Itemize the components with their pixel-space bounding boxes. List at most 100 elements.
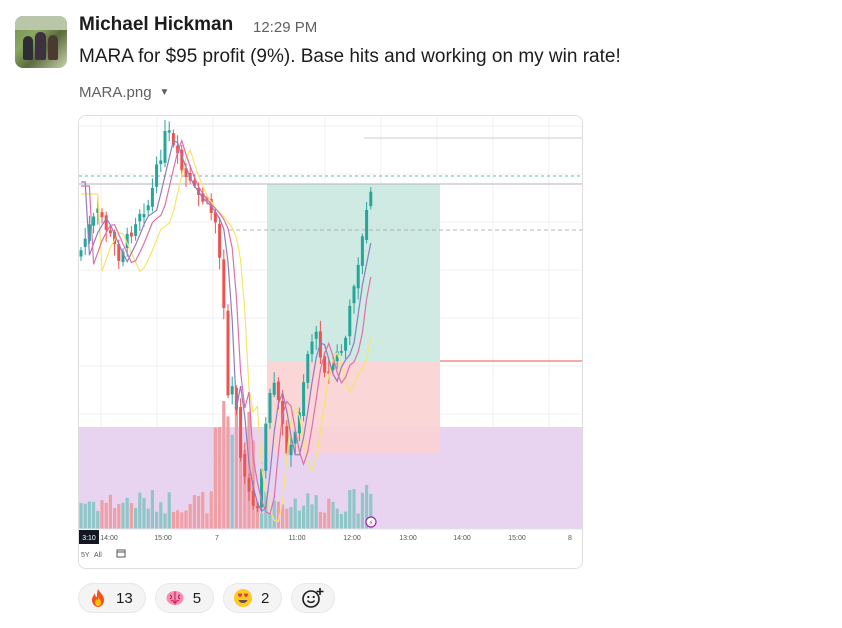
volume-bar [83, 503, 87, 529]
volume-bar [318, 511, 322, 529]
volume-bar [344, 511, 348, 529]
candle [79, 247, 83, 261]
volume-bar [104, 502, 108, 529]
candle [171, 129, 175, 148]
candle [255, 503, 259, 512]
volume-bar [352, 489, 356, 529]
volume-bar [302, 505, 306, 529]
x-tick-label: 3:10 [82, 535, 96, 542]
reaction-brain-count: 5 [192, 589, 202, 607]
candle [247, 473, 251, 501]
reaction-brain[interactable]: 5 [154, 583, 215, 613]
volume-bar [138, 492, 142, 529]
candle [310, 334, 314, 363]
reaction-heart-eyes[interactable]: 2 [223, 583, 283, 613]
volume-bar [260, 513, 264, 529]
attachment-image[interactable]: ⚡ 3:10 14:00 15:00 7 11:00 12:00 13:00 14:00 15:… [78, 115, 583, 569]
candles [79, 120, 373, 513]
volume-bar [87, 501, 91, 529]
candle [335, 344, 339, 369]
moving-average-yellow [81, 148, 372, 523]
volume-bar [331, 501, 335, 529]
reactions-bar: 13 5 2 [78, 583, 336, 613]
loss-zone [267, 361, 440, 453]
volume-bar [297, 510, 301, 529]
candle [108, 225, 112, 237]
volume-bar [255, 501, 259, 529]
author-name[interactable]: Michael Hickman [79, 14, 234, 35]
x-tick-label: 14:00 [453, 535, 471, 542]
volume-bar [247, 411, 251, 529]
candle [100, 208, 104, 224]
candle [293, 428, 297, 455]
volume-bar [142, 497, 146, 529]
volume-bar [176, 510, 180, 529]
candle [323, 351, 327, 378]
candle [369, 187, 373, 210]
x-tick-label: 8 [568, 535, 572, 542]
volume-bar [192, 495, 196, 529]
volume-bar [230, 434, 234, 529]
volume-bar [113, 508, 117, 529]
volume-bar [167, 492, 171, 529]
volume-bar [285, 508, 289, 529]
volume-bar [239, 437, 243, 529]
volume-bar [121, 502, 125, 529]
candle [155, 156, 159, 194]
attachment-filename[interactable]: MARA.png [79, 84, 152, 101]
volume-bar [276, 501, 280, 529]
volume-bar [314, 495, 318, 529]
volume-bar [96, 510, 100, 529]
attachment-header[interactable]: MARA.png ▼ [79, 84, 169, 101]
candle [297, 407, 301, 442]
volume-bar [201, 491, 205, 529]
candle [272, 372, 276, 398]
volume-bar [293, 498, 297, 529]
x-tick-label: 11:00 [289, 535, 306, 542]
volume-bars [79, 400, 373, 529]
volume-bar [79, 502, 83, 529]
volume-bar [134, 508, 138, 529]
volume-bar [155, 511, 159, 529]
candle [285, 420, 289, 457]
volume-bar [146, 508, 150, 529]
chevron-down-icon[interactable]: ▼ [159, 87, 170, 98]
candle [142, 203, 146, 227]
volume-bar [335, 508, 339, 529]
candle [121, 248, 125, 267]
candle [129, 226, 133, 244]
volume-bar [281, 504, 285, 529]
candle [87, 215, 91, 244]
author-avatar[interactable] [15, 16, 67, 68]
heart-eyes-icon [234, 589, 253, 607]
candle [243, 442, 247, 484]
candle [352, 284, 356, 314]
candle [314, 326, 318, 350]
volume-bar [226, 416, 230, 529]
candle [134, 217, 138, 241]
x-axis-labels: 3:10 14:00 15:00 7 11:00 12:00 13:00 14:00 15:00… [82, 535, 572, 542]
candle [360, 233, 364, 275]
x-tick-label: 13:00 [399, 535, 417, 542]
reaction-fire[interactable]: 13 [78, 583, 146, 613]
volume-bar [117, 503, 121, 529]
volume-bar [129, 503, 133, 529]
add-reaction-button[interactable] [291, 583, 336, 613]
candle [230, 376, 234, 405]
volume-bar [197, 496, 201, 529]
candle [146, 200, 150, 216]
volume-bar [150, 490, 154, 529]
volume-bar [310, 504, 314, 529]
svg-text:⚡: ⚡ [369, 519, 374, 527]
x-tick-label: 15:00 [154, 535, 172, 542]
volume-bar [360, 492, 364, 529]
candle [163, 120, 167, 168]
volume-bar [188, 503, 192, 529]
reaction-heart-eyes-count: 2 [261, 589, 270, 607]
calendar-icon [116, 549, 126, 558]
candle [289, 436, 293, 467]
candle [104, 211, 108, 242]
volume-bar [268, 513, 272, 529]
volume-bar [100, 500, 104, 529]
message-timestamp[interactable]: 12:29 PM [253, 19, 318, 36]
